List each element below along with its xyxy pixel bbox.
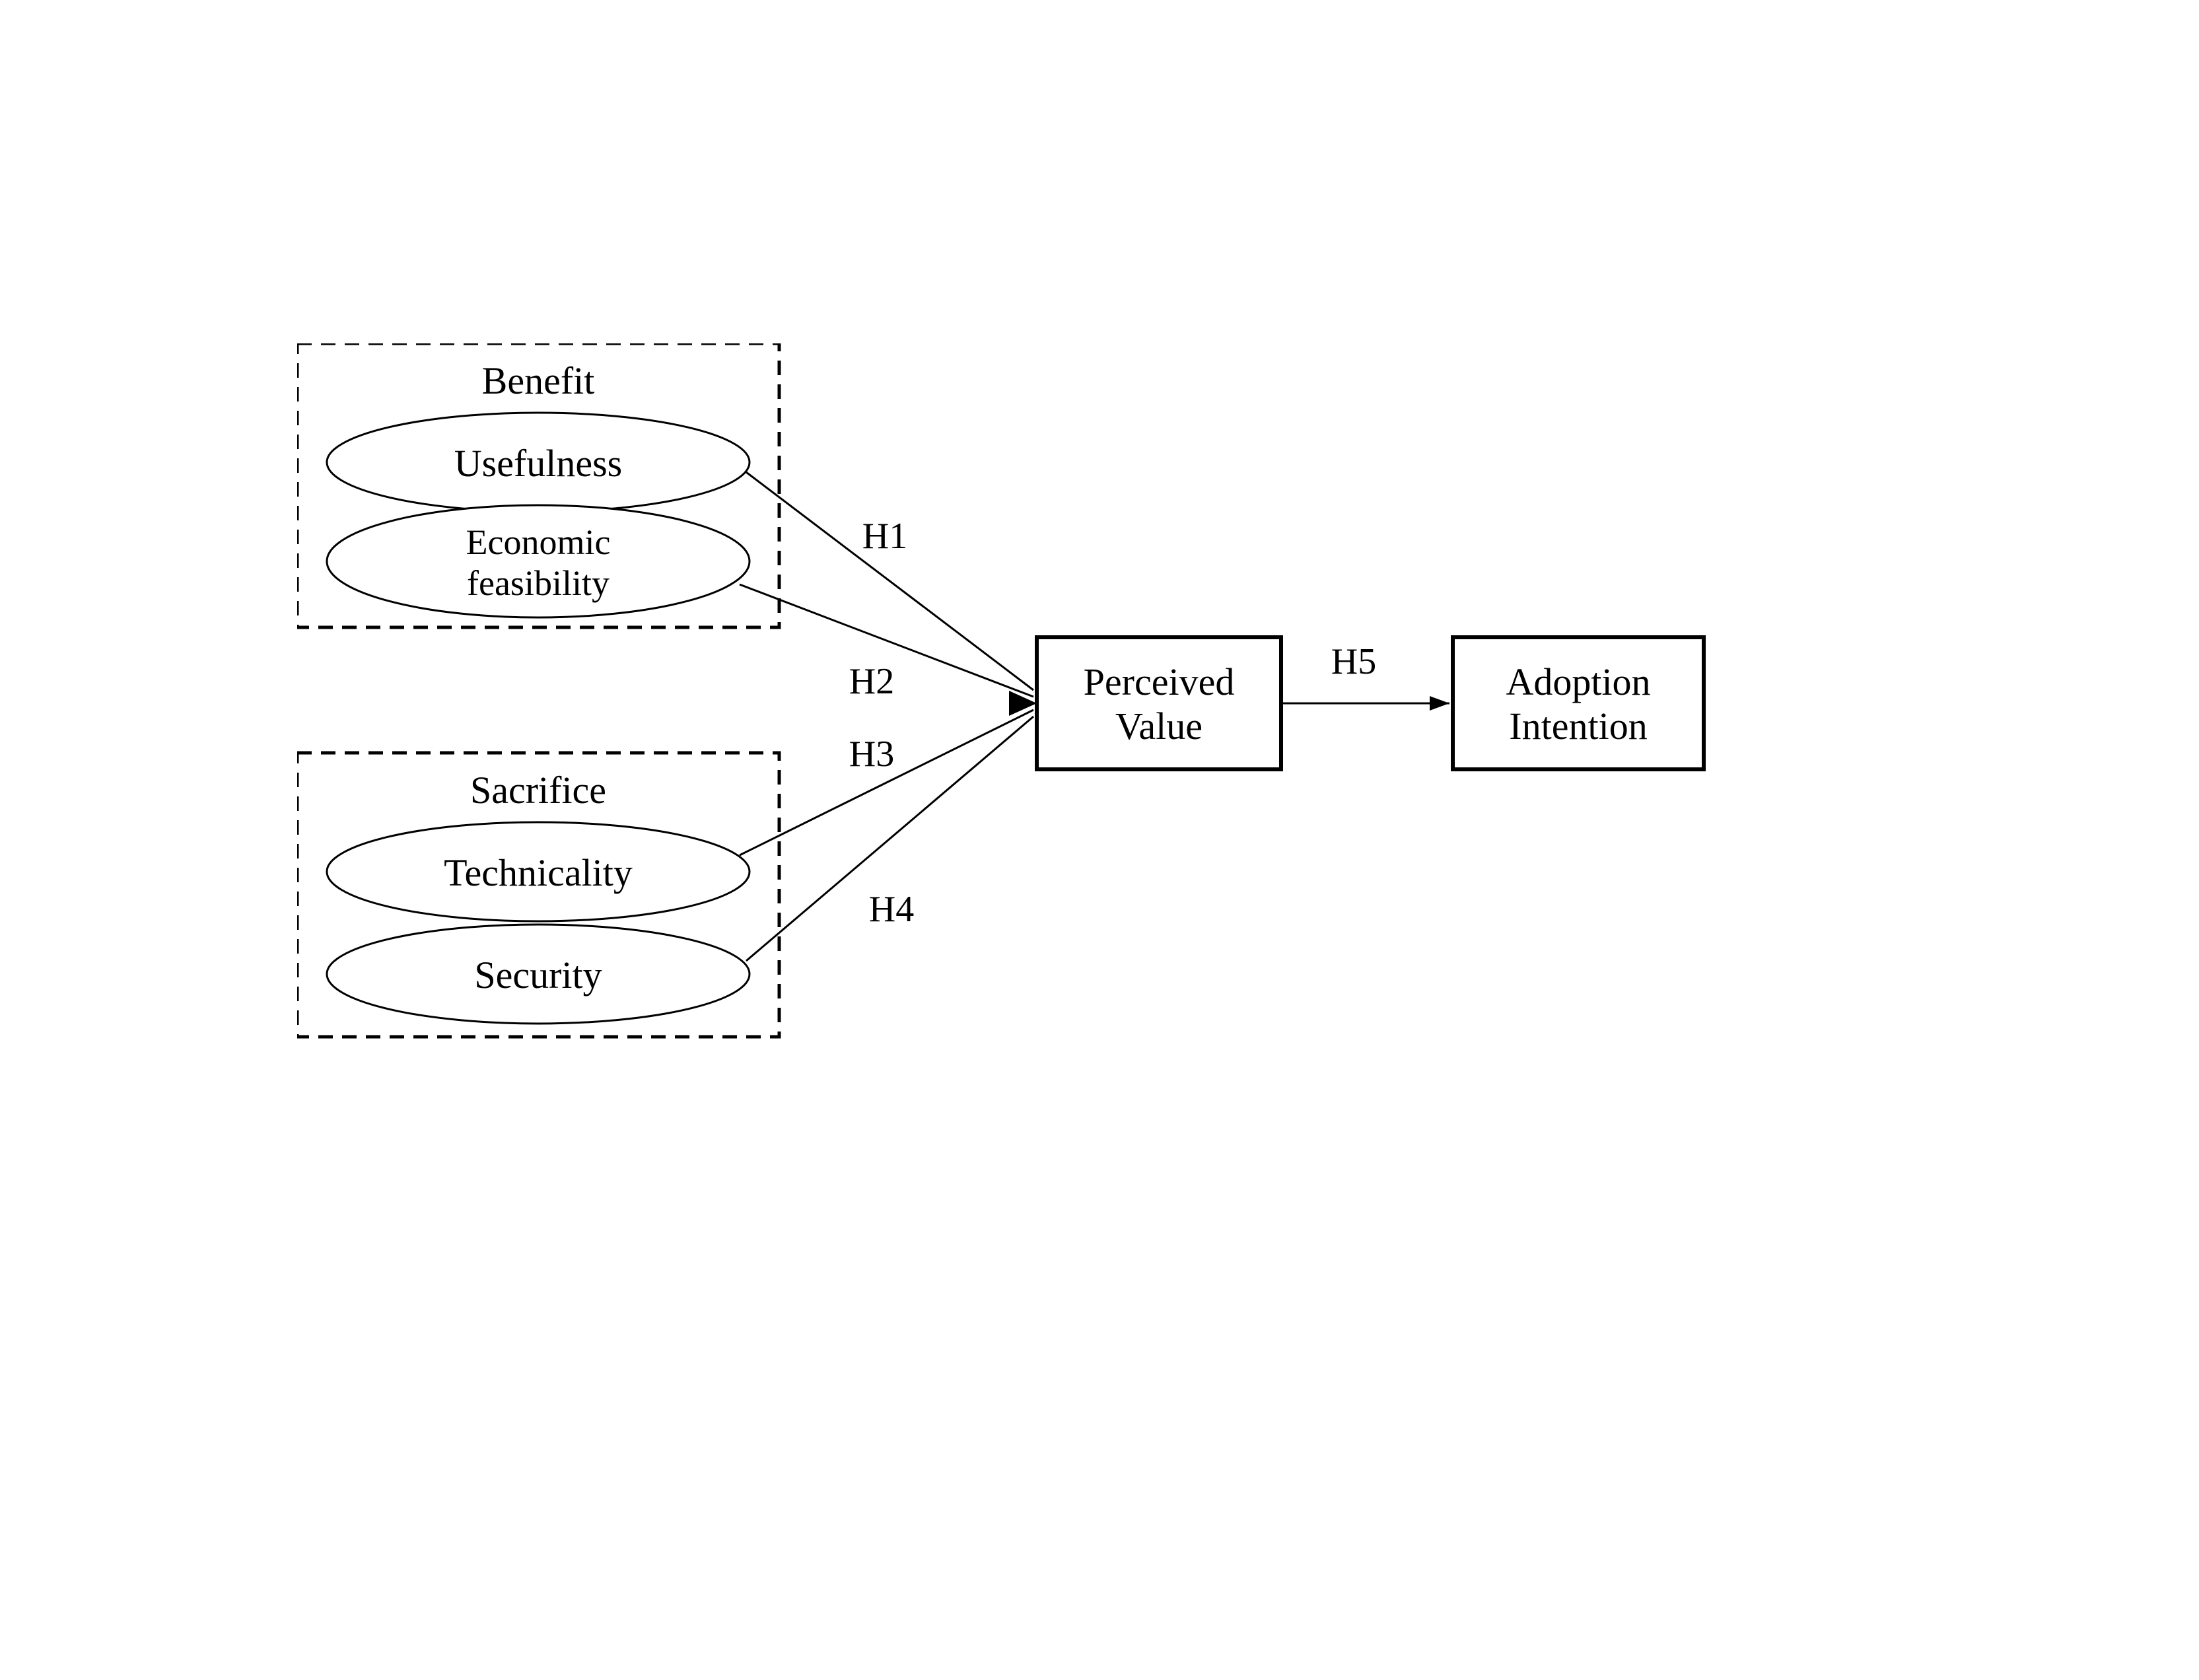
edge-label-h1: H1 — [621, 515, 1149, 557]
edge-label-h2: H2 — [608, 660, 1136, 703]
diagram-container: BenefitSacrificeUsefulnessEconomicfeasib… — [297, 343, 1902, 1334]
edge-label-h4: H4 — [627, 888, 1156, 930]
usefulness-label: Usefulness — [274, 442, 802, 486]
edge-label-h3: H3 — [608, 733, 1136, 775]
edge-label-h5: H5 — [1090, 641, 1618, 683]
diagram-svg — [297, 343, 1902, 1334]
benefit-group-label: Benefit — [274, 359, 802, 403]
security-label: Security — [274, 954, 802, 998]
